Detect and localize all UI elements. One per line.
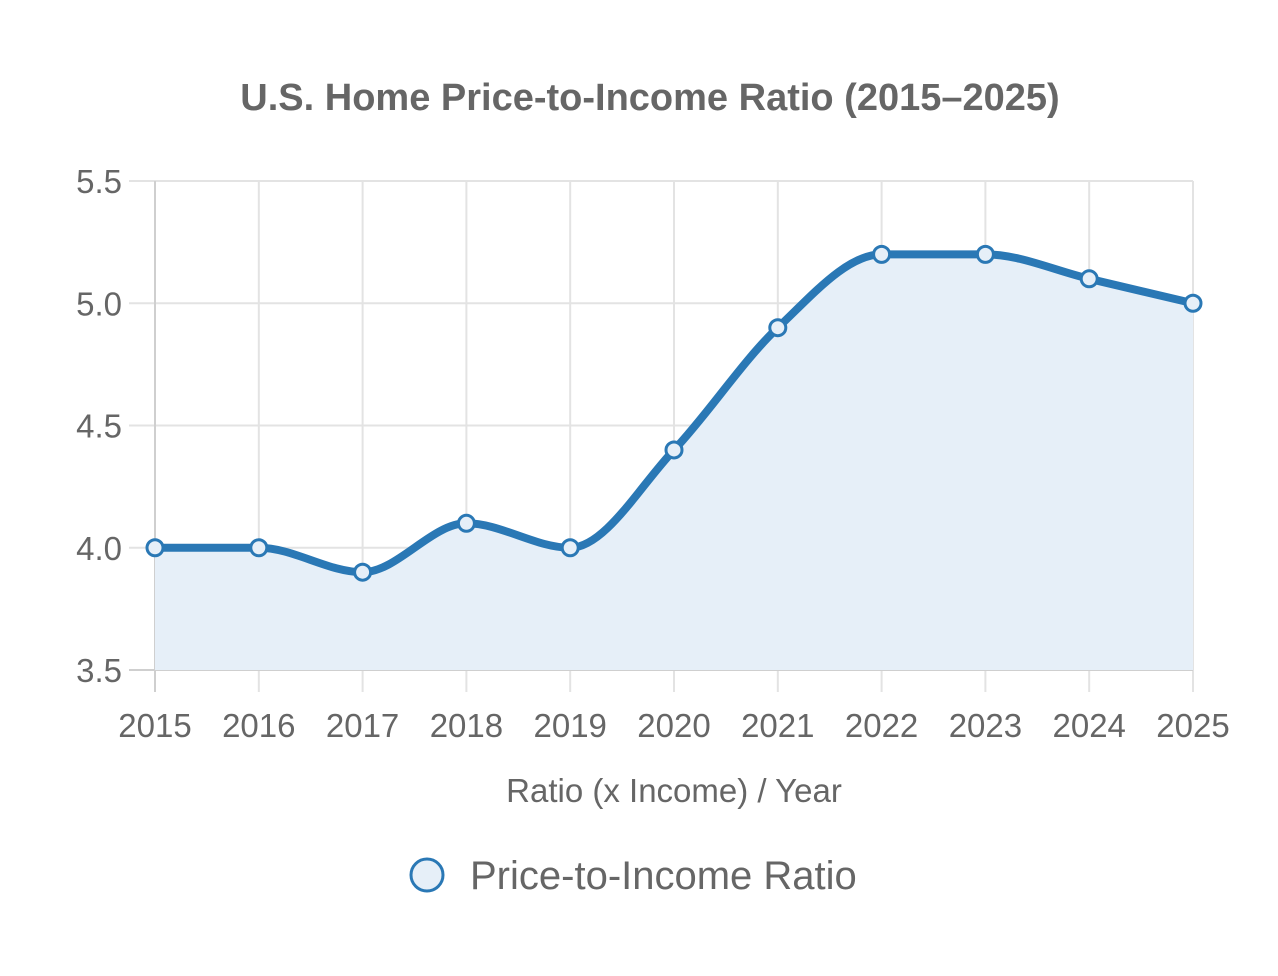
x-tick-label: 2019 xyxy=(533,707,606,744)
x-tick-label: 2020 xyxy=(637,707,710,744)
data-point-2016 xyxy=(249,538,269,558)
data-point-2020 xyxy=(664,440,684,460)
y-axis-ticks: 3.5 4.0 4.5 5.0 5.5 xyxy=(76,163,122,689)
y-tick-label: 5.0 xyxy=(76,285,122,322)
x-tick-label: 2024 xyxy=(1052,707,1125,744)
data-point-2019 xyxy=(560,538,580,558)
y-tick-label: 4.0 xyxy=(76,530,122,567)
x-axis-ticks: 2015 2016 2017 2018 2019 2020 2021 2022 2023 2024… xyxy=(118,707,1229,744)
data-point-2015 xyxy=(145,538,165,558)
legend-swatch-price-to-income-ratio xyxy=(409,857,445,893)
x-tick-label: 2025 xyxy=(1156,707,1229,744)
x-tick-label: 2022 xyxy=(845,707,918,744)
data-point-2021 xyxy=(768,318,788,338)
x-tick-label: 2023 xyxy=(949,707,1022,744)
legend: Price-to-Income Ratio xyxy=(409,854,857,898)
chart-title: U.S. Home Price-to-Income Ratio (2015–20… xyxy=(240,77,1059,119)
area-layer xyxy=(155,254,1193,670)
x-tick-label: 2016 xyxy=(222,707,295,744)
x-tick-label: 2021 xyxy=(741,707,814,744)
data-point-2024 xyxy=(1079,269,1099,289)
data-point-2017 xyxy=(353,562,373,582)
data-point-2025 xyxy=(1183,293,1203,313)
data-point-2022 xyxy=(872,244,892,264)
legend-label-price-to-income-ratio: Price-to-Income Ratio xyxy=(470,854,857,898)
x-tick-label: 2017 xyxy=(326,707,399,744)
x-tick-label: 2015 xyxy=(118,707,191,744)
y-tick-label: 5.5 xyxy=(76,163,122,200)
x-tick-label: 2018 xyxy=(430,707,503,744)
x-axis-label: Ratio (x Income) / Year xyxy=(506,772,842,809)
y-tick-label: 4.5 xyxy=(76,408,122,445)
point-layer xyxy=(145,244,1203,582)
series-area-price-to-income-ratio xyxy=(155,254,1193,670)
data-point-2023 xyxy=(975,244,995,264)
y-tick-label: 3.5 xyxy=(76,652,122,689)
data-point-2018 xyxy=(456,513,476,533)
